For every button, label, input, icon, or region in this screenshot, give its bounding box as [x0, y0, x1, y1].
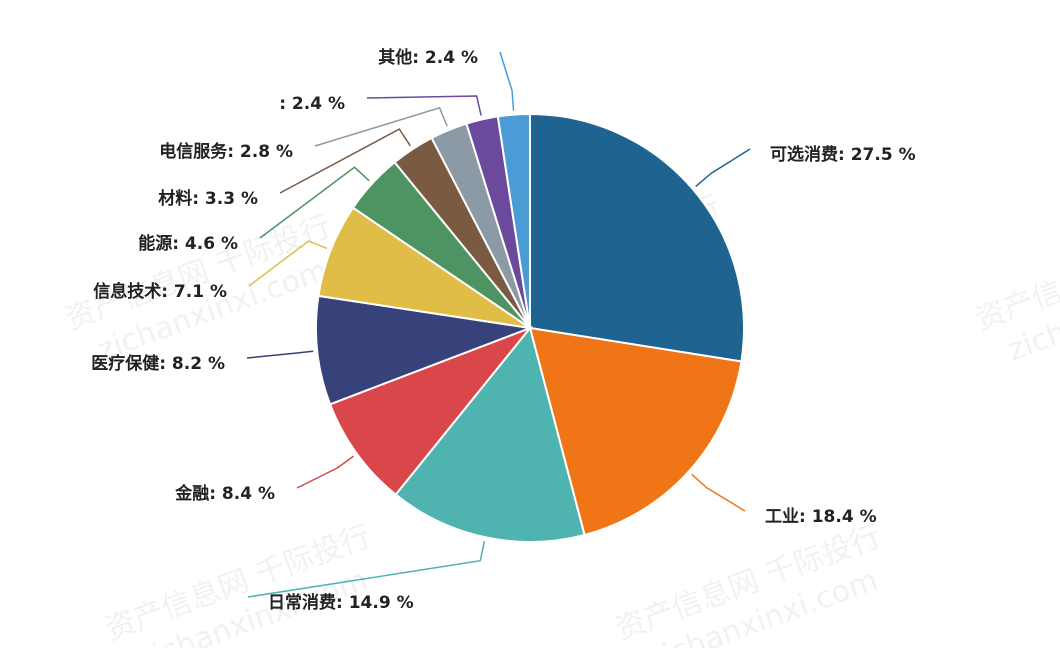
pie-slice	[529, 112, 745, 363]
leader-line	[296, 455, 355, 489]
watermark: 资产信息网 千际投行	[971, 209, 1060, 337]
slice-label: 能源: 4.6 %	[138, 233, 238, 254]
slice-label: 金融: 8.4 %	[174, 483, 275, 504]
leader-line	[259, 166, 370, 239]
slice-label: 可选消费: 27.5 %	[770, 144, 916, 165]
pie-slice	[496, 112, 531, 329]
leader-line	[691, 473, 746, 512]
leader-line	[279, 128, 411, 194]
leader-line	[248, 240, 328, 287]
slice-label: 工业: 18.4 %	[765, 507, 877, 527]
leader-line	[314, 106, 448, 147]
slice-label: 其他: 2.4 %	[378, 47, 478, 68]
pie: 可选消费: 27.5 % 工业: 18.4 % 日常消费: 14.9 % 金融: 8.…	[91, 47, 915, 613]
leader-line	[499, 51, 515, 111]
pie-slice	[315, 294, 534, 406]
slice-label: 材料: 3.3 %	[158, 188, 258, 209]
pie-slice	[328, 325, 534, 496]
leader-line	[246, 350, 314, 359]
slice-label: 医疗保健: 8.2 %	[91, 353, 225, 374]
pie-slice	[528, 326, 743, 537]
leader-line	[366, 95, 482, 116]
leader-line	[695, 148, 751, 187]
slice-label: 日常消费: 14.9 %	[268, 592, 414, 613]
slice-label: 电信服务: 2.8 %	[159, 141, 293, 162]
leader-line	[247, 541, 486, 598]
slice-label: 信息技术: 7.1 %	[93, 281, 227, 302]
pie-slice	[394, 325, 586, 543]
slice-label: : 2.4 %	[279, 94, 345, 114]
